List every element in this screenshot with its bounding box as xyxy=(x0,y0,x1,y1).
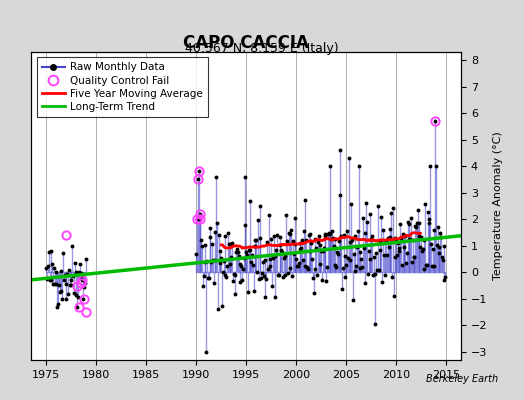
Text: Berkeley Earth: Berkeley Earth xyxy=(425,374,498,384)
Legend: Raw Monthly Data, Quality Control Fail, Five Year Moving Average, Long-Term Tren: Raw Monthly Data, Quality Control Fail, … xyxy=(37,57,208,117)
Y-axis label: Temperature Anomaly (°C): Temperature Anomaly (°C) xyxy=(493,132,503,280)
Text: 40.567 N, 8.159 E (Italy): 40.567 N, 8.159 E (Italy) xyxy=(185,42,339,55)
Title: CAPO CACCIA: CAPO CACCIA xyxy=(183,34,309,52)
